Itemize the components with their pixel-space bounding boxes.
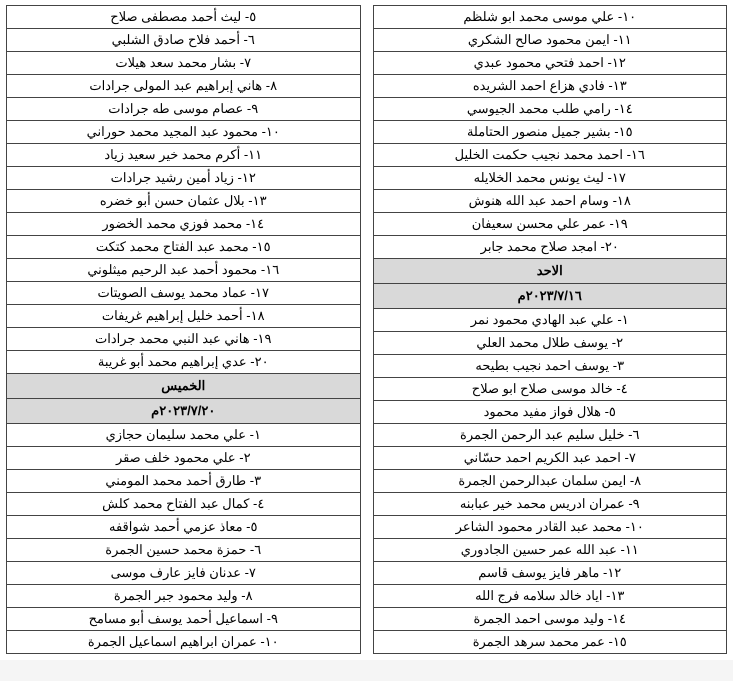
name-row: ٣- طارق أحمد محمد المومني (6, 469, 361, 493)
name-row: ٦- حمزة محمد حسين الجمرة (6, 538, 361, 562)
name-row: ١٥- محمد عبد الفتاح محمد كتكت (6, 235, 361, 259)
name-row: ٧- عدنان فايز عارف موسى (6, 561, 361, 585)
name-row: ١١- ايمن محمود صالح الشكري (373, 28, 728, 52)
name-row: ١٠- علي موسى محمد ابو شلظم (373, 5, 728, 29)
date-header: الاحد (373, 258, 728, 284)
name-row: ٥- ليث أحمد مصطفى صلاح (6, 5, 361, 29)
name-row: ٥- هلال فواز مفيد محمود (373, 400, 728, 424)
right-column: ١٠- علي موسى محمد ابو شلظم١١- ايمن محمود… (373, 6, 728, 654)
name-row: ٨- وليد محمود جبر الجمرة (6, 584, 361, 608)
name-row: ٩- عصام موسى طه جرادات (6, 97, 361, 121)
name-row: ١١- عبد الله عمر حسين الجادوري (373, 538, 728, 562)
name-row: ١٠- محمد عبد القادر محمود الشاعر (373, 515, 728, 539)
name-row: ٤- كمال عبد الفتاح محمد كلش (6, 492, 361, 516)
left-column: ٥- ليث أحمد مصطفى صلاح٦- أحمد فلاح صادق … (6, 6, 361, 654)
name-row: ١٥- عمر محمد سرهد الجمرة (373, 630, 728, 654)
name-row: ١٩- عمر علي محسن سعيفان (373, 212, 728, 236)
name-row: ٩- عمران ادريس محمد خير عبابنه (373, 492, 728, 516)
name-row: ١٤- وليد موسى احمد الجمرة (373, 607, 728, 631)
name-row: ٤- خالد موسى صلاح ابو صلاح (373, 377, 728, 401)
name-row: ٢٠- عدي إبراهيم محمد أبو غريبة (6, 350, 361, 374)
name-row: ١٣- فادي هزاع احمد الشريده (373, 74, 728, 98)
name-row: ٧- احمد عبد الكريم احمد حسّاني (373, 446, 728, 470)
name-row: ٣- يوسف احمد نجيب بطيحه (373, 354, 728, 378)
name-row: ١- علي عبد الهادي محمود نمر (373, 308, 728, 332)
date-header: الخميس (6, 373, 361, 399)
name-row: ١٤- محمد فوزي محمد الخضور (6, 212, 361, 236)
name-row: ٢- يوسف طلال محمد العلي (373, 331, 728, 355)
name-row: ١٢- زياد أمين رشيد جرادات (6, 166, 361, 190)
schedule-page: ١٠- علي موسى محمد ابو شلظم١١- ايمن محمود… (0, 0, 733, 660)
name-row: ٢٠- امجد صلاح محمد جابر (373, 235, 728, 259)
name-row: ١٣- اياد خالد سلامه فرج الله (373, 584, 728, 608)
name-row: ١٠- عمران ابراهيم اسماعيل الجمرة (6, 630, 361, 654)
name-row: ١٧- عماد محمد يوسف الصويتات (6, 281, 361, 305)
name-row: ١٨- وسام احمد عبد الله هنوش (373, 189, 728, 213)
name-row: ٨- هاني إبراهيم عبد المولى جرادات (6, 74, 361, 98)
name-row: ١٠- محمود عبد المجيد محمد حوراني (6, 120, 361, 144)
name-row: ١٩- هاني عبد النبي محمد جرادات (6, 327, 361, 351)
name-row: ١٢- ماهر فايز يوسف قاسم (373, 561, 728, 585)
name-row: ١٥- بشير جميل منصور الحتاملة (373, 120, 728, 144)
name-row: ٦- أحمد فلاح صادق الشلبي (6, 28, 361, 52)
date-header: ٢٠٢٣/٧/١٦م (373, 283, 728, 309)
name-row: ١٤- رامي طلب محمد الجيوسي (373, 97, 728, 121)
date-header: ٢٠٢٣/٧/٢٠م (6, 398, 361, 424)
name-row: ١٣- بلال عثمان حسن أبو خضره (6, 189, 361, 213)
name-row: ٦- خليل سليم عبد الرحمن الجمرة (373, 423, 728, 447)
name-row: ٥- معاذ عزمي أحمد شواقفه (6, 515, 361, 539)
name-row: ٢- علي محمود خلف صقر (6, 446, 361, 470)
name-row: ١٦- محمود أحمد عبد الرحيم ميثلوني (6, 258, 361, 282)
name-row: ٨- ايمن سلمان عبدالرحمن الجمرة (373, 469, 728, 493)
name-row: ١٦- احمد محمد نجيب حكمت الخليل (373, 143, 728, 167)
name-row: ٧- بشار محمد سعد هيلات (6, 51, 361, 75)
name-row: ١- علي محمد سليمان حجازي (6, 423, 361, 447)
name-row: ١٨- أحمد خليل إبراهيم غريفات (6, 304, 361, 328)
name-row: ١١- أكرم محمد خير سعيد زياد (6, 143, 361, 167)
name-row: ١٧- ليث يونس محمد الخلايله (373, 166, 728, 190)
name-row: ٩- اسماعيل أحمد يوسف أبو مسامح (6, 607, 361, 631)
name-row: ١٢- احمد فتحي محمود عبدي (373, 51, 728, 75)
